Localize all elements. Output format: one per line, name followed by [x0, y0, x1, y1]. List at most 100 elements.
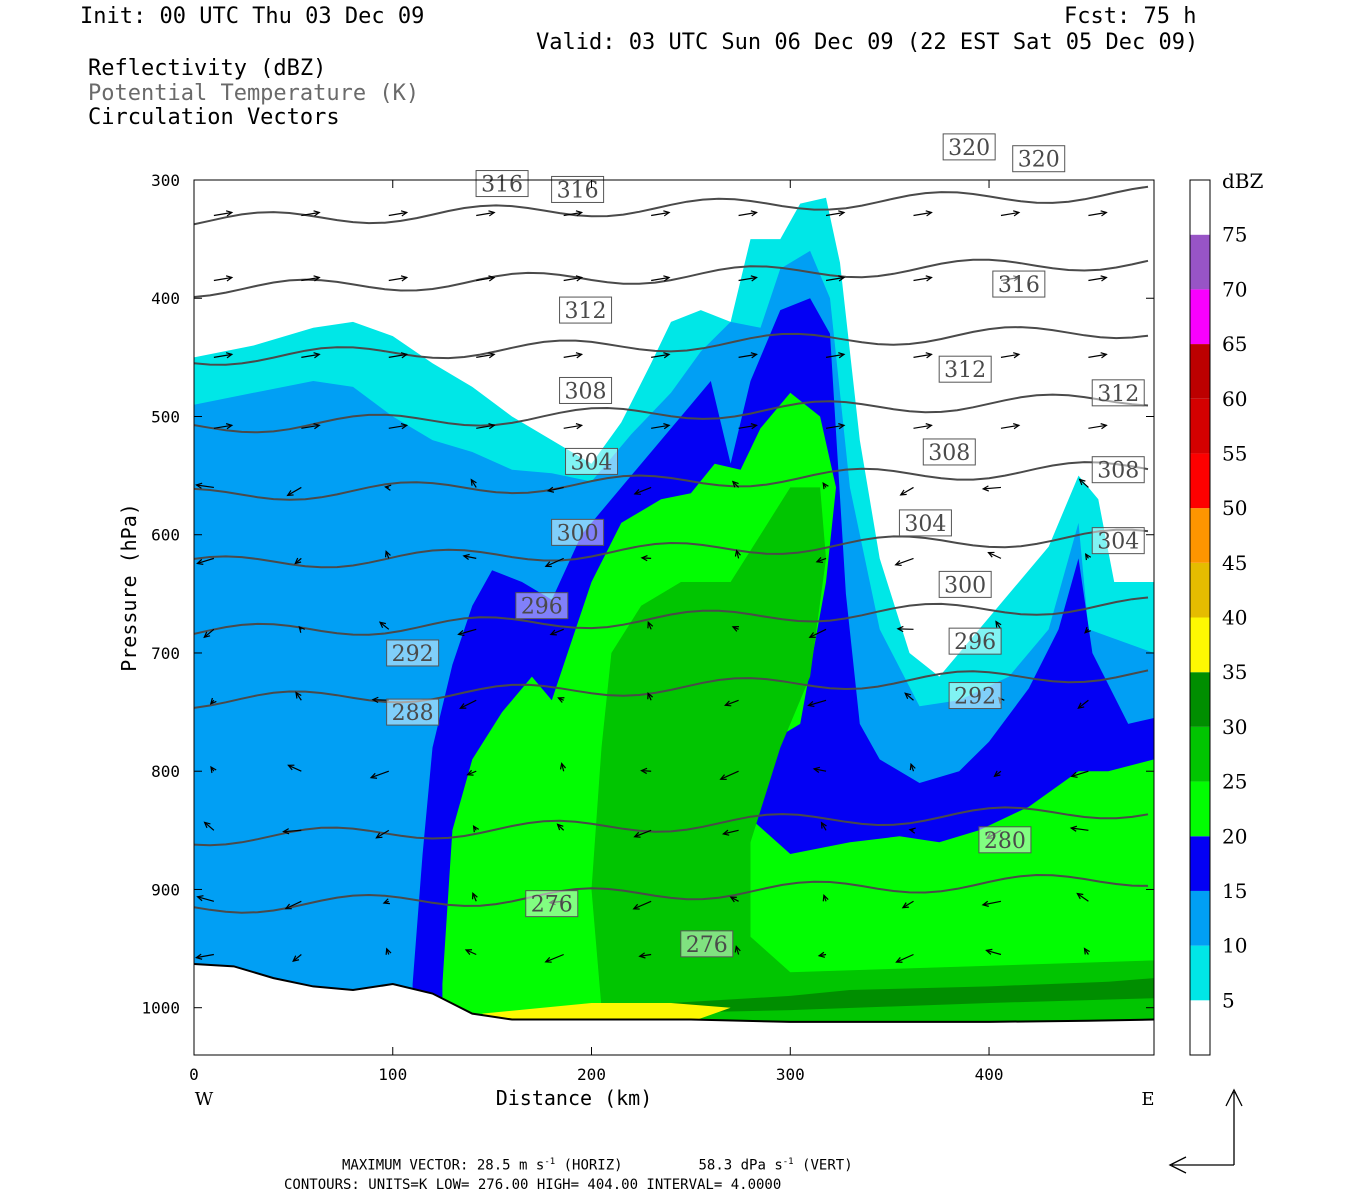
theta-label-box — [680, 930, 734, 958]
theta-label-box — [978, 826, 1032, 854]
surface-line — [194, 962, 1154, 1023]
valid-time: Valid: 03 UTC Sun 06 Dec 09 (22 EST Sat … — [536, 30, 1199, 55]
colorbar-tick-label: 35 — [1222, 660, 1247, 684]
vector-arrowhead — [724, 700, 732, 707]
theta-label: 312 — [565, 299, 607, 324]
vector-arrow — [825, 276, 845, 282]
vector-arrowhead — [209, 697, 217, 705]
max-vector-label: MAXIMUM VECTOR: — [342, 1157, 469, 1174]
vector-arrow — [634, 829, 652, 838]
colorbar-tick-label: 15 — [1222, 879, 1247, 903]
vector-arrowhead — [1100, 352, 1108, 359]
theta-label: 316 — [481, 173, 523, 198]
theta-label-box — [515, 592, 569, 620]
vector-arrowhead — [640, 555, 648, 562]
theta-label: 320 — [948, 136, 990, 161]
vector-arrowhead — [286, 490, 294, 497]
vector-arrowhead — [647, 621, 654, 629]
vector-arrowhead — [292, 955, 300, 962]
vector-arrow — [1088, 211, 1107, 217]
vector-arrowhead — [196, 895, 204, 902]
vector-arrowhead — [488, 352, 496, 359]
vector-arrowhead — [546, 486, 555, 493]
vector-arrowhead — [466, 769, 474, 776]
vector-arrow — [820, 822, 827, 831]
theta-line-300 — [194, 461, 1149, 501]
theta-label-box — [551, 175, 605, 203]
colorbar-bin — [1190, 672, 1210, 727]
vector-arrowhead — [1078, 478, 1086, 486]
theta-label-box — [1091, 456, 1145, 484]
x-tick-label: 400 — [975, 1065, 1004, 1084]
vector-arrowhead — [731, 480, 739, 488]
vector-arrow — [988, 551, 1002, 559]
vector-arrowhead — [472, 825, 480, 833]
x-axis-west-label: W — [195, 1089, 214, 1110]
vector-arrowhead — [640, 767, 648, 775]
theta-line-292 — [194, 596, 1149, 636]
colorbar-bin — [1190, 562, 1210, 618]
vector-arrow — [283, 829, 302, 833]
vector-arrow — [825, 353, 845, 358]
vector-arrow — [639, 953, 652, 957]
vector-arrowhead — [464, 949, 473, 955]
theta-contours — [194, 185, 1149, 914]
vector-arrowhead — [817, 951, 826, 958]
vector-arrow — [730, 896, 739, 902]
vector-arrow — [563, 276, 582, 282]
vector-arrow — [196, 484, 214, 489]
theta-label: 308 — [565, 379, 607, 404]
colorbar-tick-label: 20 — [1222, 824, 1247, 848]
y-tick-label: 300 — [151, 171, 180, 190]
vector-arrowhead — [925, 352, 933, 359]
vector-arrow — [738, 353, 757, 358]
vector-arrowhead — [1100, 423, 1108, 430]
vector-arrowhead — [488, 423, 496, 430]
y-tick-label: 800 — [151, 762, 180, 781]
vector-arrow — [213, 353, 232, 358]
colorbar-bin — [1190, 180, 1210, 235]
vector-arrowhead — [633, 489, 641, 495]
vector-arrowhead — [375, 832, 383, 839]
vector-arrowhead — [838, 423, 846, 430]
forecast-hour: Fcst: 75 h — [1064, 4, 1197, 29]
vector-arrowhead — [993, 770, 1001, 778]
y-tick-label: 700 — [151, 644, 180, 663]
vector-arrow — [651, 353, 670, 358]
vector-arrow — [651, 276, 670, 282]
theta-label-box — [898, 509, 952, 537]
theta-label: 304 — [571, 450, 613, 475]
colorbar-bin — [1190, 726, 1210, 782]
colorbar-tick-label: 25 — [1222, 770, 1247, 794]
vector-arrow — [904, 692, 914, 701]
colorbar-bin — [1190, 1000, 1210, 1055]
vector-arrowhead — [313, 275, 321, 282]
x-axis-east-label: E — [1141, 1089, 1154, 1110]
y-tick-label: 600 — [151, 526, 180, 545]
max-vector-vert-tag: (VERT) — [802, 1157, 853, 1174]
vector-arrowhead — [282, 828, 290, 835]
vector-arrowhead — [838, 210, 846, 217]
theta-label: 308 — [1097, 459, 1139, 484]
vector-arrow — [738, 211, 757, 217]
theta-label: 308 — [928, 441, 970, 466]
vector-arrow — [197, 557, 215, 565]
theta-label-box — [938, 355, 992, 383]
vector-arrowhead — [822, 482, 829, 490]
vector-arrowhead — [575, 275, 584, 282]
vector-arrowhead — [901, 902, 909, 909]
theta-label: 300 — [944, 573, 986, 598]
vector-arrowhead — [925, 210, 933, 217]
vector-arrowhead — [985, 948, 993, 955]
colorbar-tick-label: 70 — [1222, 277, 1247, 301]
vector-arrow — [641, 557, 652, 559]
vector-arrow — [725, 699, 739, 706]
theta-label: 276 — [686, 933, 728, 958]
theta-label: 300 — [557, 521, 599, 546]
colorbar-tick-label: 5 — [1222, 988, 1235, 1012]
vector-arrow — [738, 424, 757, 429]
vector-arrowhead — [807, 700, 815, 708]
theta-label-box — [1091, 527, 1145, 555]
colorbar-title: dBZ — [1222, 169, 1264, 193]
vector-arrow — [458, 628, 477, 635]
